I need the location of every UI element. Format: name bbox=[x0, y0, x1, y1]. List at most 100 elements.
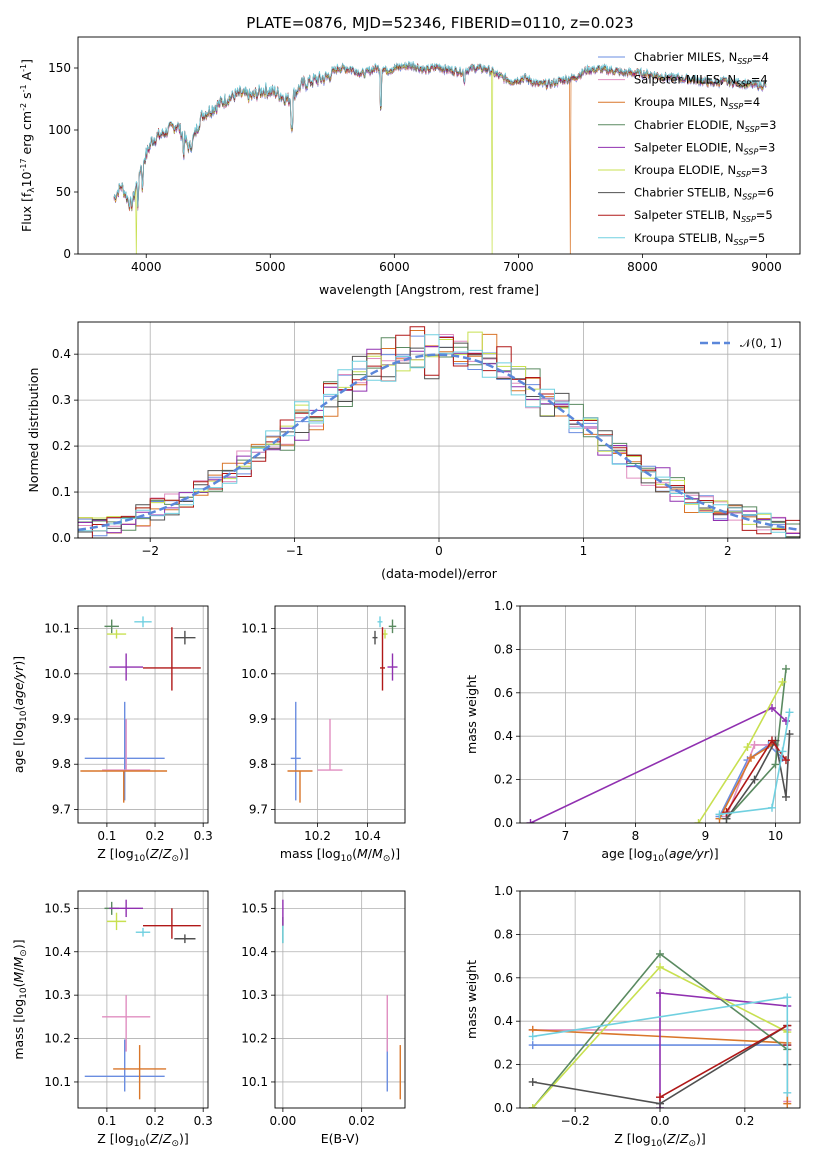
label-part: / bbox=[11, 967, 26, 972]
series-marker bbox=[783, 1088, 792, 1097]
series-marker bbox=[694, 819, 703, 823]
y-tick-label: 0 bbox=[63, 247, 71, 261]
y-tick-label: 0.1 bbox=[52, 485, 71, 499]
y-tick-label: 0.2 bbox=[494, 773, 513, 787]
series-kroupa-stelib bbox=[715, 708, 794, 819]
label-part: Kroupa ELODIE, N bbox=[634, 163, 736, 177]
legend-label-kroupa-stelib: Kroupa STELIB, NSSP=5 bbox=[634, 231, 765, 247]
label-part: 10 bbox=[19, 710, 29, 722]
label-part: age/yr bbox=[11, 665, 26, 706]
panel-mass_weight_vs_age: 7 8 9 10 0.0 0.2 0.4 0.6 0.8 1.0 mass weight age [l… bbox=[464, 599, 801, 864]
y-tick-label: 10.4 bbox=[44, 945, 71, 959]
series-line bbox=[719, 712, 791, 816]
errorbar-salpeter-stelib bbox=[143, 627, 201, 691]
label-part: ⊙ bbox=[171, 854, 179, 864]
series-marker bbox=[528, 1077, 537, 1086]
label-part: E(B-V) bbox=[321, 1131, 360, 1146]
label-part: Salpeter MILES, N bbox=[634, 73, 736, 87]
label-part: Kroupa MILES, N bbox=[634, 95, 729, 109]
series-marker bbox=[768, 736, 776, 745]
series-line bbox=[718, 743, 784, 817]
errorbar-chabrier-miles bbox=[84, 1039, 165, 1092]
label-part: Z [log bbox=[614, 1131, 650, 1146]
errorbar-kroupa-elodie bbox=[106, 629, 127, 639]
label-part: ⊙ bbox=[19, 949, 29, 957]
y-tick-label: 10.2 bbox=[241, 1032, 268, 1046]
label-part: =4 bbox=[752, 50, 769, 64]
series-marker bbox=[778, 747, 787, 756]
label-part: Z bbox=[149, 1131, 159, 1146]
label-part: =3 bbox=[751, 163, 768, 177]
series-marker bbox=[750, 775, 759, 784]
y-tick-label: 0.4 bbox=[494, 729, 513, 743]
y-tick-label: 0.0 bbox=[494, 1101, 513, 1115]
legend-label-normal: 𝒩(0, 1) bbox=[740, 336, 782, 350]
series-marker bbox=[656, 949, 664, 958]
x-tick-label: 9 bbox=[702, 829, 710, 843]
x-tick-label: −1 bbox=[286, 544, 304, 558]
label-part: / bbox=[159, 846, 164, 861]
legend-label-chabrier-miles: Chabrier MILES, NSSP=4 bbox=[634, 50, 769, 66]
series-marker bbox=[782, 756, 790, 765]
label-part: -1 bbox=[19, 64, 28, 72]
y-tick-label: 150 bbox=[48, 61, 71, 75]
axes-frame bbox=[77, 36, 801, 255]
x-tick-label: 0.1 bbox=[97, 829, 116, 843]
x-tick-label: 9000 bbox=[751, 260, 782, 274]
x-axis-label: (data-model)/error bbox=[381, 566, 498, 581]
label-part: Z bbox=[679, 1131, 689, 1146]
label-part: λ bbox=[27, 187, 37, 193]
errorbar-kroupa-miles bbox=[80, 770, 168, 803]
label-part: -1 bbox=[19, 84, 28, 92]
panel-mass_weight_vs_Z: −0.2 0.0 0.2 0.0 0.2 0.4 0.6 0.8 1.0 mass weight Z… bbox=[464, 884, 801, 1149]
label-part: SSP bbox=[729, 102, 744, 111]
series-marker bbox=[785, 730, 794, 739]
y-axis-label: mass [log10(M/M⊙)] bbox=[11, 939, 29, 1059]
x-tick-label: 0.1 bbox=[97, 1114, 116, 1128]
series-marker bbox=[656, 1093, 664, 1102]
x-tick-label: 8000 bbox=[627, 260, 658, 274]
y-tick-label: 9.9 bbox=[52, 712, 71, 726]
x-tick-label: 2 bbox=[724, 544, 732, 558]
y-tick-label: 0.0 bbox=[52, 531, 71, 545]
y-tick-label: 10.4 bbox=[241, 945, 268, 959]
label-part: =4 bbox=[743, 95, 760, 109]
plot-area bbox=[526, 664, 794, 823]
label-part: SSP bbox=[737, 57, 752, 66]
label-part: )] bbox=[179, 1131, 189, 1146]
label-part: A bbox=[19, 71, 34, 84]
spectrum-kroupa-stelib bbox=[113, 60, 767, 208]
x-tick-label: −2 bbox=[141, 544, 159, 558]
errorbar-salpeter-stelib bbox=[380, 627, 385, 691]
label-part: )] bbox=[696, 1131, 706, 1146]
label-part: 10 bbox=[134, 1139, 146, 1149]
y-tick-label: 10.5 bbox=[241, 901, 268, 915]
x-tick-label: 4000 bbox=[131, 260, 162, 274]
errorbar-salpeter-miles bbox=[102, 719, 151, 771]
axes-frame bbox=[77, 890, 209, 1109]
x-tick-label: 0.02 bbox=[348, 1114, 375, 1128]
label-part: =5 bbox=[748, 231, 765, 245]
label-part: M bbox=[357, 846, 368, 861]
series-marker bbox=[768, 803, 776, 812]
label-part: Kroupa STELIB, N bbox=[634, 231, 734, 245]
x-tick-label: 10.2 bbox=[304, 829, 331, 843]
errorbar-chabrier-elodie bbox=[388, 619, 397, 634]
figure-title: PLATE=0876, MJD=52346, FIBERID=0110, z=0… bbox=[246, 14, 633, 32]
series-marker bbox=[715, 810, 724, 819]
y-axis-label: mass weight bbox=[464, 675, 479, 754]
x-tick-label: 5000 bbox=[255, 260, 286, 274]
y-tick-label: 10.1 bbox=[44, 622, 71, 636]
panel-spectrum: 4000 5000 6000 7000 8000 9000 0 50 100 150 wavelen… bbox=[19, 36, 801, 297]
series-marker bbox=[743, 743, 752, 752]
errorbar-salpeter-elodie bbox=[109, 653, 143, 681]
y-tick-label: 10.3 bbox=[241, 988, 268, 1002]
label-part: SSP bbox=[741, 215, 756, 224]
legend-label-chabrier-stelib: Chabrier STELIB, NSSP=6 bbox=[634, 186, 774, 202]
x-axis-label: mass [log10(M/M⊙)] bbox=[280, 846, 400, 864]
errorbar-chabrier-miles bbox=[84, 701, 165, 801]
errorbar-chabrier-elodie bbox=[104, 619, 119, 634]
label-part: =4 bbox=[751, 73, 768, 87]
